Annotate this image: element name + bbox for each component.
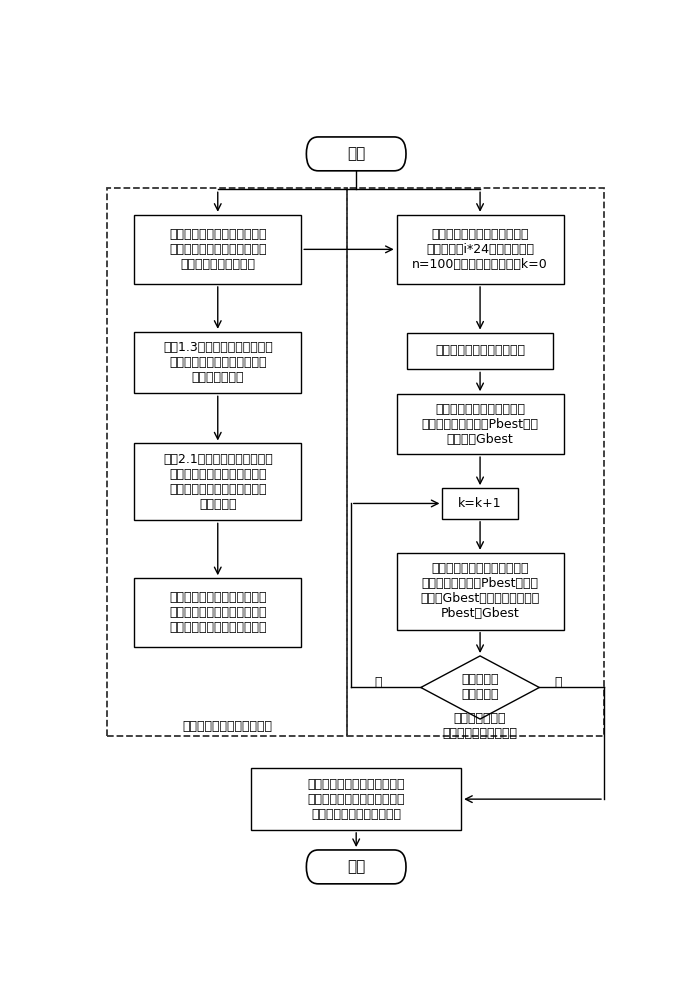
Text: 是否满足迭
代终止条件: 是否满足迭 代终止条件 bbox=[461, 673, 499, 701]
Polygon shape bbox=[421, 656, 539, 719]
Text: 节点负荷初始数据抽样模型: 节点负荷初始数据抽样模型 bbox=[182, 720, 272, 733]
Text: 应用2.1节计及充电迫切度和放
电充裕度排序方法对电动汽车
排序，得到时空序列功率可调
控域上下限: 应用2.1节计及充电迫切度和放 电充裕度排序方法对电动汽车 排序，得到时空序列功… bbox=[163, 453, 272, 511]
Text: 更新粒子种群，计算并比较优
化后的局部最优解Pbest和全局
最优解Gbest，并更新存储新的
Pbest和Gbest: 更新粒子种群，计算并比较优 化后的局部最优解Pbest和全局 最优解Gbest，… bbox=[420, 562, 540, 620]
Text: 结束: 结束 bbox=[347, 859, 366, 874]
Text: 输出各节点电价并执行用户电
动汽车充放电计划、负荷聚合
商响应情况和系统调度计划: 输出各节点电价并执行用户电 动汽车充放电计划、负荷聚合 商响应情况和系统调度计划 bbox=[307, 778, 405, 821]
Text: 根据约束条件修改粒子位置: 根据约束条件修改粒子位置 bbox=[435, 344, 525, 358]
Text: k=k+1: k=k+1 bbox=[458, 497, 502, 510]
Bar bbox=[407, 333, 553, 369]
Text: 输入电网系统数据、用户历史
用电数据、电动汽车用户出行
统计数据、电池参数等: 输入电网系统数据、用户历史 用电数据、电动汽车用户出行 统计数据、电池参数等 bbox=[169, 228, 266, 271]
Bar bbox=[397, 215, 564, 284]
Bar bbox=[347, 188, 604, 736]
Bar bbox=[107, 188, 347, 736]
Bar bbox=[397, 553, 564, 630]
Text: 否: 否 bbox=[374, 676, 382, 689]
Bar bbox=[134, 443, 301, 520]
Text: 计及空间特性的
节点电价最优潮流模型: 计及空间特性的 节点电价最优潮流模型 bbox=[443, 712, 518, 740]
Text: 是: 是 bbox=[555, 676, 562, 689]
Text: 开始: 开始 bbox=[347, 146, 366, 161]
Text: 应用1.3节模拟抽样方法抽样各
节点时间序列的电动汽车时空
充放电功率需求: 应用1.3节模拟抽样方法抽样各 节点时间序列的电动汽车时空 充放电功率需求 bbox=[163, 341, 272, 384]
Bar bbox=[251, 768, 461, 830]
Bar bbox=[442, 488, 518, 519]
FancyBboxPatch shape bbox=[306, 850, 406, 884]
Bar bbox=[134, 332, 301, 393]
Text: 最优潮流计算各粒子适应度
值，存储局部最优解Pbest和全
局最优解Gbest: 最优潮流计算各粒子适应度 值，存储局部最优解Pbest和全 局最优解Gbest bbox=[422, 403, 539, 446]
Bar bbox=[134, 578, 301, 647]
FancyBboxPatch shape bbox=[306, 137, 406, 171]
Bar bbox=[134, 215, 301, 284]
Bar bbox=[397, 394, 564, 454]
Text: 各节点时间序列的负荷聚合商
功率需求历史数据读取，产生
典型负荷聚合商负荷功率曲线: 各节点时间序列的负荷聚合商 功率需求历史数据读取，产生 典型负荷聚合商负荷功率曲… bbox=[169, 591, 266, 634]
Text: 初始化各节点发电机和电动汽
车接入节点i*24维粒子，规模
n=100，迭代次数初始化，k=0: 初始化各节点发电机和电动汽 车接入节点i*24维粒子，规模 n=100，迭代次数… bbox=[412, 228, 548, 271]
